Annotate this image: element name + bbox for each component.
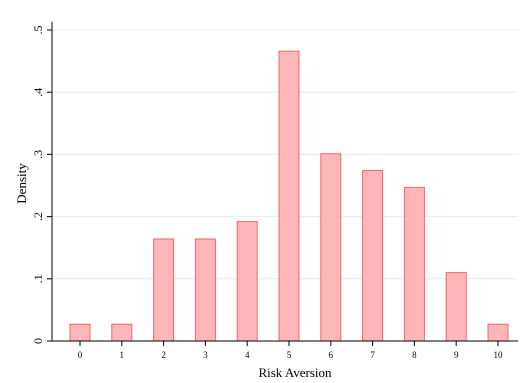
y-axis-label: Density: [14, 163, 29, 204]
y-tick-label: .4: [31, 88, 45, 97]
x-axis-label: Risk Aversion: [258, 365, 332, 380]
bar-3: [194, 238, 216, 342]
x-tick-label: 9: [454, 350, 459, 360]
x-tick-label: 5: [287, 350, 292, 360]
x-tick-label: 3: [203, 350, 208, 360]
y-tick-label: .5: [31, 26, 45, 35]
x-tick-label: 0: [78, 350, 83, 360]
bar-1: [111, 323, 133, 342]
bar-10: [487, 323, 509, 342]
y-tick-label: 0: [31, 338, 45, 344]
bar-8: [403, 186, 425, 342]
y-tick-label: .3: [31, 150, 45, 159]
bar-0: [69, 323, 91, 342]
y-tick-label: .1: [31, 274, 45, 283]
bar-2: [153, 238, 175, 342]
x-tick-label: 1: [120, 350, 125, 360]
y-axis-ticks: 0 .1 .2 .3 .4 .5: [31, 26, 52, 344]
x-tick-label: 8: [412, 350, 417, 360]
bar-9: [445, 272, 467, 342]
x-tick-label: 2: [161, 350, 166, 360]
bar-5: [278, 50, 300, 342]
bar-6: [320, 153, 342, 342]
bar-7: [362, 170, 384, 342]
x-tick-label: 10: [494, 350, 504, 360]
y-tick-label: .2: [31, 212, 45, 221]
x-axis-ticks: 0 1 2 3 4 5 6 7 8 9 10: [78, 341, 503, 360]
x-tick-label: 6: [329, 350, 334, 360]
x-tick-label: 7: [370, 350, 375, 360]
bar-4: [236, 221, 258, 342]
x-tick-label: 4: [245, 350, 250, 360]
bars: [69, 50, 509, 342]
